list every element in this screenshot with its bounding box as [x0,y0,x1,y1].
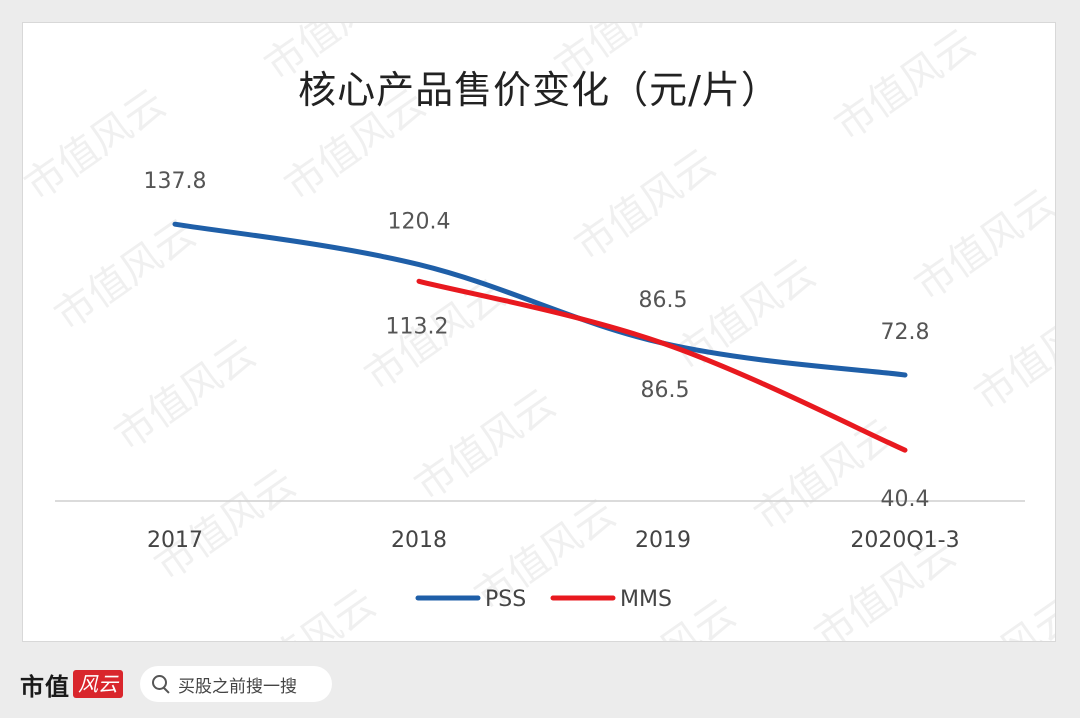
line-chart: 2017 2018 2019 2020Q1-3 137.8 120.4 86.5 72.8 11… [55,169,1025,612]
series-line-mms [416,278,908,453]
x-tick-label: 2017 [147,528,203,553]
data-label-mms: 113.2 [386,314,449,339]
x-tick-label: 2019 [635,528,691,553]
search-placeholder: 买股之前搜一搜 [178,676,297,697]
search-box[interactable]: 买股之前搜一搜 [140,666,332,702]
data-label-pss: 72.8 [881,320,930,345]
legend-label-mms: MMS [620,587,672,612]
footer-bar: 市值 风云 买股之前搜一搜 [0,650,1080,718]
x-tick-label: 2020Q1-3 [850,528,959,553]
chart-title: 核心产品售价变化（元/片） [298,68,780,112]
data-label-pss: 120.4 [388,210,451,235]
data-label-pss: 86.5 [639,288,688,313]
x-tick-label: 2018 [391,528,447,553]
chart-card: 市值风云 市值风云 市值风云 市值风云 市值风云 市值风云 市值风云 市值风云 市值风云 市值风云… [22,22,1056,642]
brand-seal: 风云 [73,670,123,698]
search-icon [152,675,170,693]
series-line-pss [172,221,908,378]
brand-text: 市值 [20,672,70,701]
data-label-mms: 40.4 [881,487,930,512]
data-label-pss: 137.8 [144,169,207,194]
brand-logo[interactable]: 市值 风云 [20,669,123,701]
data-label-mms: 86.5 [641,378,690,403]
legend-label-pss: PSS [485,587,526,612]
